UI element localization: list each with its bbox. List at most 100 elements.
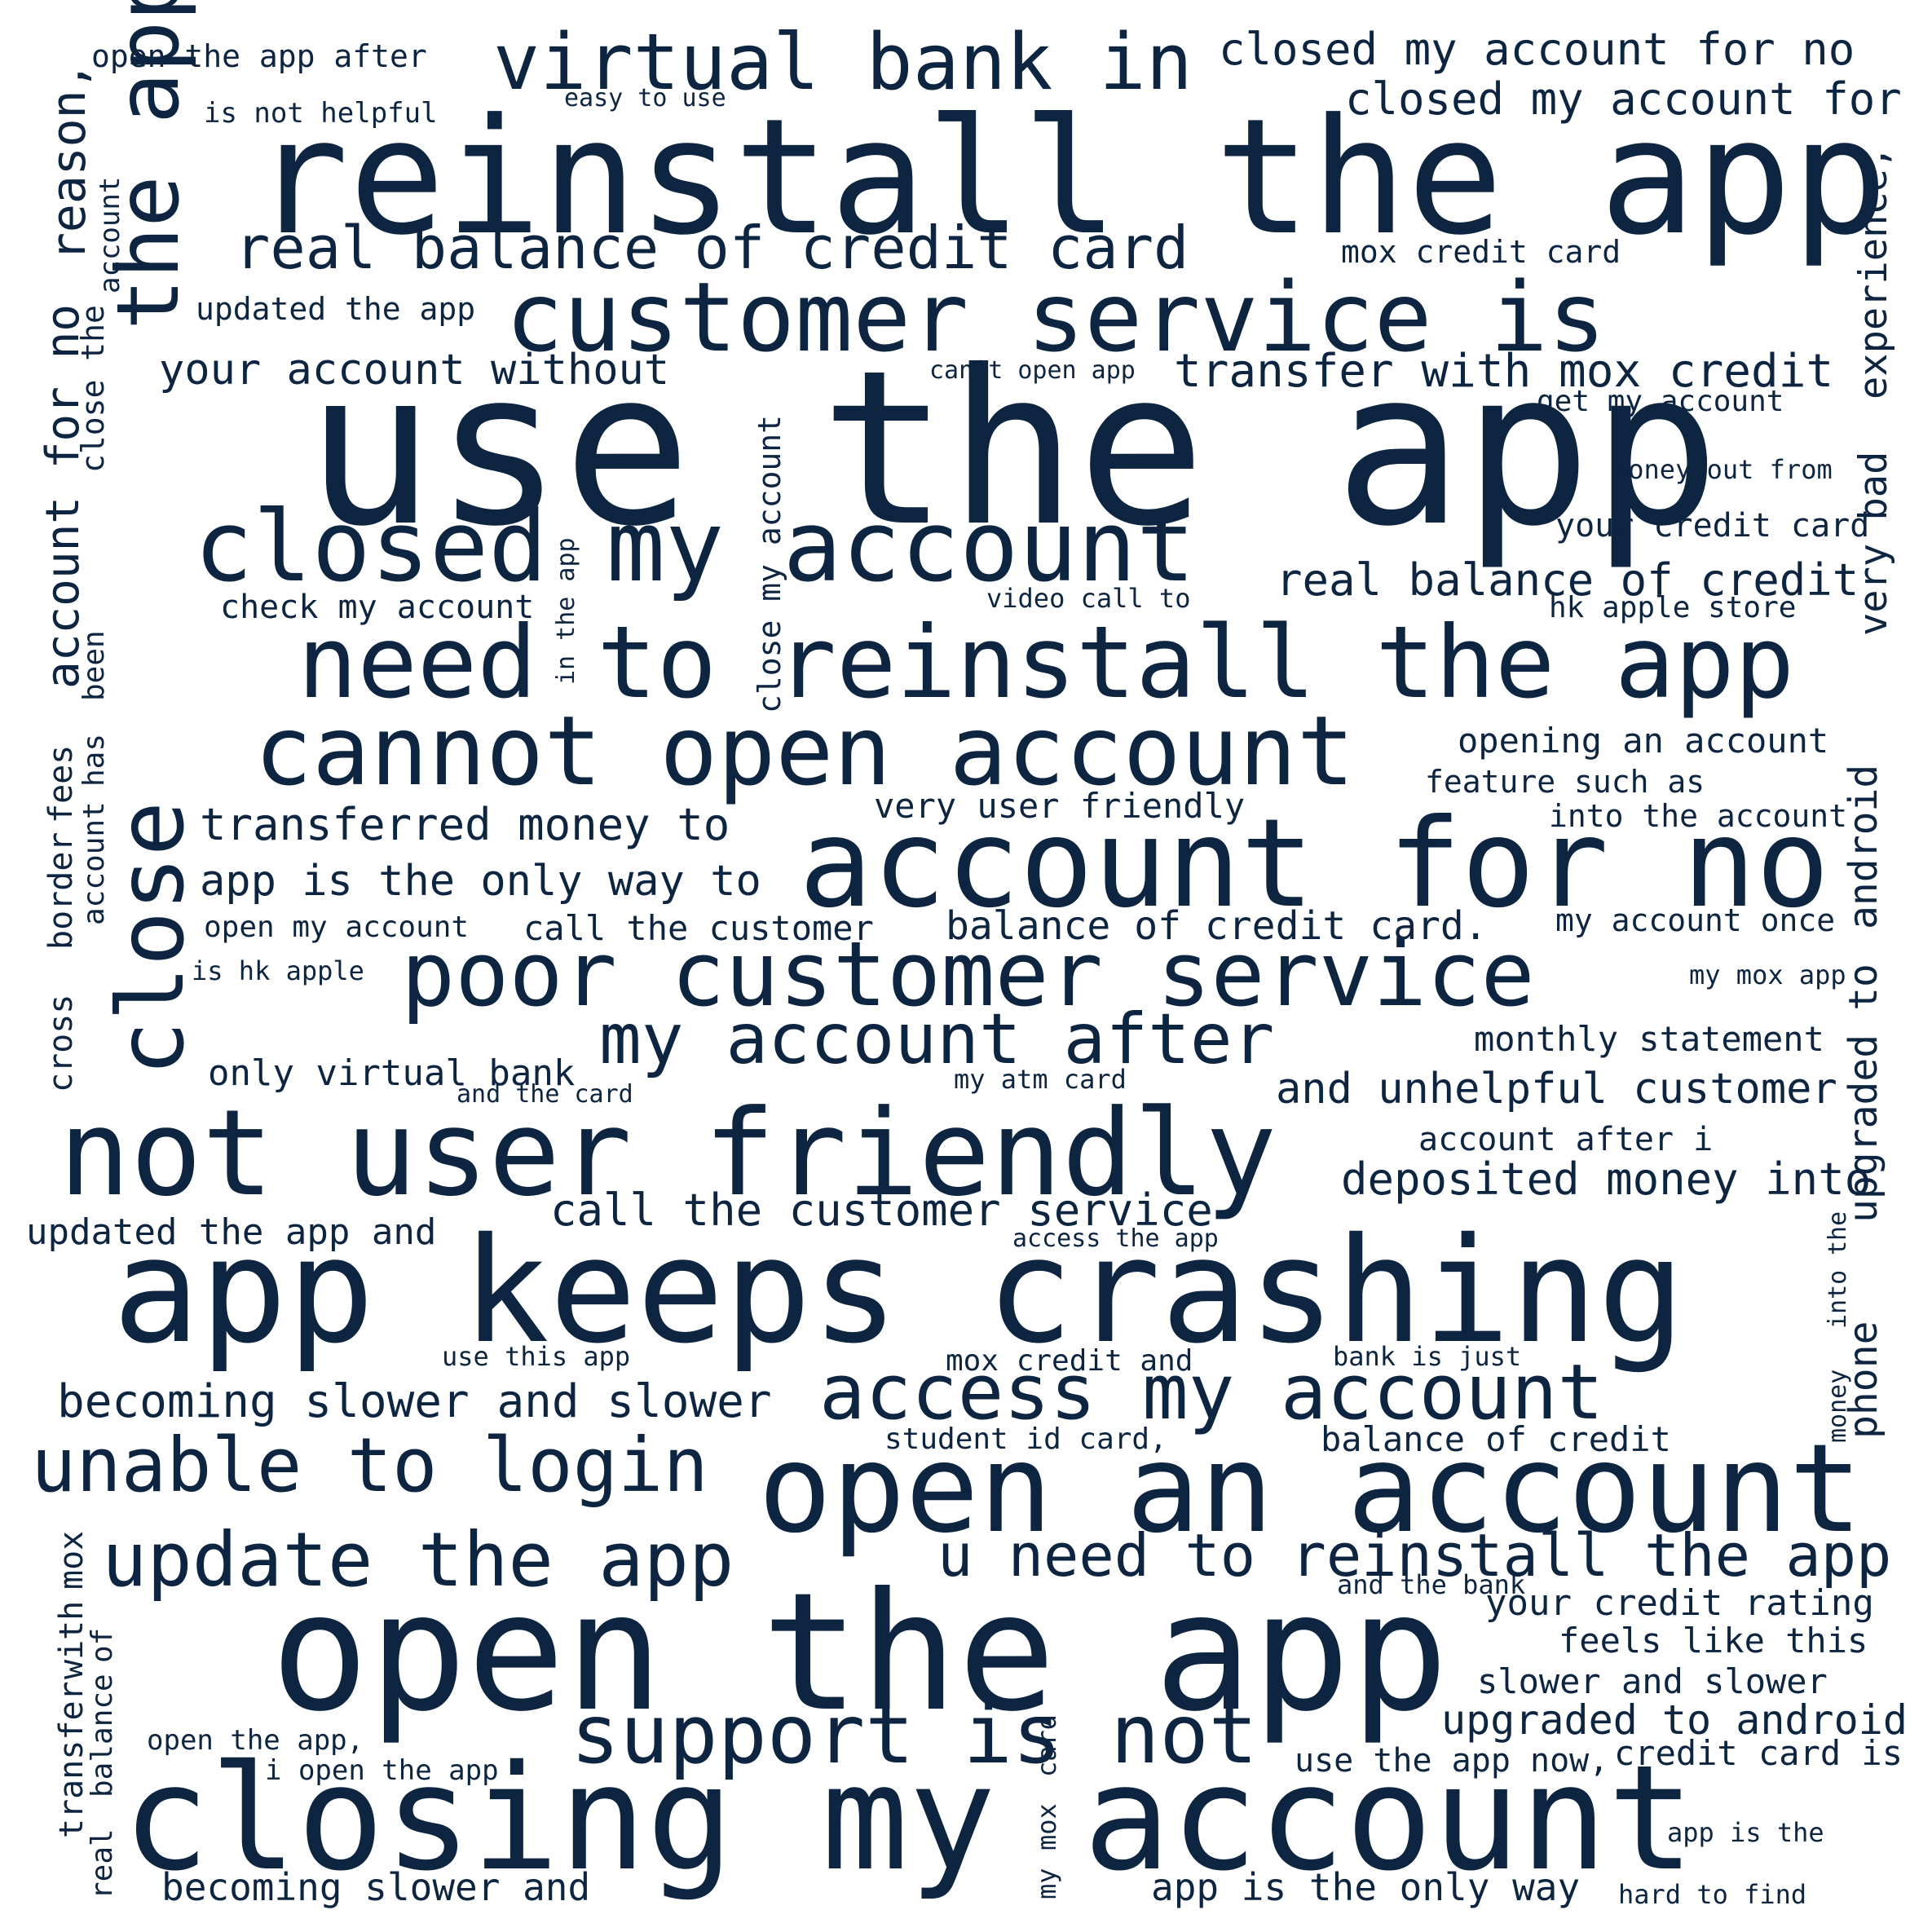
word-deposited-money-into: deposited money into: [1341, 1153, 1872, 1205]
word-access-the-app: access the app: [1012, 1224, 1219, 1253]
word-updated-the-app-and: updated the app and: [26, 1211, 437, 1253]
word-transferred-money-to: transferred money to: [200, 799, 730, 850]
word-is-not-helpful: is not helpful: [204, 97, 438, 130]
word-account-for-no: account for no: [799, 793, 1830, 935]
word-unable-to-login: unable to login: [31, 1422, 708, 1509]
word-your-credit-card: your credit card: [1555, 507, 1870, 545]
word-poor-customer-service: poor customer service: [401, 922, 1535, 1026]
word-open-my-account: open my account: [204, 911, 470, 944]
word-open-an-account: open an account: [758, 1418, 1863, 1560]
word-the-app-v: the app: [99, 0, 198, 330]
word-and-unhelpful-customer: and unhelpful customer: [1276, 1065, 1837, 1114]
word-transfer-v: transfer: [53, 1681, 90, 1838]
word-call-the-customer: call the customer: [523, 908, 874, 948]
word-upgraded-to-android: upgraded to android: [1441, 1696, 1908, 1744]
word-has-v: has: [77, 733, 111, 787]
word-border-v: border: [42, 831, 80, 951]
word-account-v2: account: [77, 801, 111, 925]
word-bank-is-just: bank is just: [1333, 1341, 1522, 1372]
word-into-the-account: into the account: [1549, 798, 1848, 834]
word-balance-v: balance: [86, 1674, 119, 1797]
word-i-open-the-app: i open the app: [265, 1754, 499, 1787]
word-update-the-app: update the app: [102, 1516, 734, 1603]
word-app-is-the: app is the: [1667, 1817, 1824, 1848]
word-reason-v: reason,: [41, 61, 96, 261]
word-money-out-from: money out from: [1612, 454, 1833, 485]
word-app-is-the-only-way: app is the only way: [1151, 1865, 1581, 1909]
word-app-is-the-only-way-to: app is the only way to: [200, 857, 761, 906]
word-your-account-without: your account without: [159, 346, 670, 395]
word-mox-v: mox: [53, 1530, 90, 1590]
word-real-v: real: [86, 1828, 119, 1899]
word-get-my-account: get my account: [1537, 385, 1784, 418]
word-not-user-friendly: not user friendly: [59, 1084, 1277, 1223]
word-fees-v: fees: [42, 744, 80, 823]
word-closed-my-account-for: closed my account for: [1345, 73, 1902, 125]
word-real-balance-of-credit: real balance of credit: [1276, 554, 1859, 606]
word-very-user-friendly: very user friendly: [874, 786, 1246, 826]
word-is-hk-apple: is hk apple: [192, 955, 364, 986]
word-feels-like-this: feels like this: [1559, 1621, 1868, 1661]
word-u-need-to-reinstall-the-app: u need to reinstall the app: [937, 1521, 1892, 1590]
word-with-v: with: [53, 1600, 90, 1679]
word-android-v: android: [1841, 764, 1886, 929]
word-been-v: been: [77, 630, 111, 701]
word-slower-and-slower: slower and slower: [1477, 1661, 1828, 1701]
word-opening-an-account: opening an account: [1458, 721, 1829, 761]
word-call-the-customer-service: call the customer service: [550, 1184, 1213, 1236]
word-use-this-app: use this app: [442, 1341, 631, 1372]
word-easy-to-use: easy to use: [564, 84, 726, 112]
word-need-to-reinstall-the-app: need to reinstall the app: [298, 605, 1795, 721]
word-open-the-app-after: open the app after: [91, 38, 427, 74]
word-my-account-after: my account after: [599, 999, 1275, 1080]
word-closed-my-account: closed my account: [194, 491, 1196, 604]
word-close-v: close: [99, 801, 205, 1076]
word-student-id-card: student id card,: [884, 1423, 1167, 1456]
word-your-credit-rating: your credit rating: [1485, 1582, 1874, 1624]
word-only-virtual-bank: only virtual bank: [208, 1052, 576, 1094]
word-support-is-not: support is not: [571, 1687, 1258, 1782]
word-the-v: the: [1824, 1211, 1852, 1255]
word-my-mox-app: my mox app: [1689, 959, 1846, 990]
word-hk-apple-store: hk apple store: [1549, 591, 1797, 624]
word-cant-open-app: can't open app: [929, 356, 1136, 385]
word-my-v: my: [1031, 1868, 1062, 1899]
word-feature-such-as: feature such as: [1425, 764, 1705, 800]
word-becoming-slower-and: becoming slower and: [161, 1865, 591, 1909]
word-open-the-app: open the app: [271, 1558, 1449, 1748]
word-app-keeps-crashing: app keeps crashing: [112, 1206, 1685, 1375]
word-into-v: into: [1824, 1269, 1852, 1329]
word-check-my-account: check my account: [220, 589, 535, 626]
word-use-the-app-now: use the app now,: [1295, 1742, 1609, 1780]
word-balance-of-credit-card: balance of credit card.: [946, 903, 1488, 949]
word-and-the-bank: and the bank: [1337, 1569, 1526, 1600]
word-mox-v2: mox: [1031, 1803, 1062, 1850]
word-use-the-app: use the app: [306, 324, 1721, 573]
word-updated-the-app: updated the app: [196, 291, 476, 327]
word-mox-credit-card: mox credit card: [1341, 234, 1621, 270]
word-cross-v: cross: [42, 994, 80, 1092]
word-transfer-with-mox-credit: transfer with mox credit: [1174, 345, 1834, 398]
word-credit-card-is: credit card is: [1614, 1733, 1903, 1773]
word-closed-my-account-for-no: closed my account for no: [1219, 24, 1855, 75]
word-virtual-bank-in: virtual bank in: [493, 18, 1193, 108]
word-balance-of-credit: balance of credit: [1321, 1419, 1671, 1459]
word-hard-to-find: hard to find: [1618, 1879, 1807, 1910]
word-access-my-account: access my account: [819, 1348, 1604, 1437]
word-of-v: of: [86, 1627, 119, 1663]
word-account-after-i: account after i: [1418, 1121, 1714, 1158]
word-real-balance-of-credit-card: real balance of credit card: [235, 214, 1189, 282]
word-my-atm-card: my atm card: [954, 1064, 1127, 1095]
word-video-call-to: video call to: [986, 583, 1191, 614]
word-and-the-card: and the card: [457, 1080, 633, 1109]
word-experience-v: experience,: [1851, 145, 1896, 399]
word-becoming-slower-and-slower: becoming slower and slower: [57, 1375, 772, 1428]
word-monthly-statement: monthly statement: [1474, 1019, 1824, 1059]
word-mox-credit-and: mox credit and: [946, 1344, 1193, 1378]
word-reinstall-the-app: reinstall the app: [253, 85, 1889, 271]
word-closing-my-account: closing my account: [122, 1734, 1695, 1903]
word-cannot-open-account: cannot open account: [254, 695, 1355, 807]
word-open-the-app-comma: open the app,: [147, 1724, 364, 1757]
word-my-account-once: my account once: [1555, 902, 1836, 938]
